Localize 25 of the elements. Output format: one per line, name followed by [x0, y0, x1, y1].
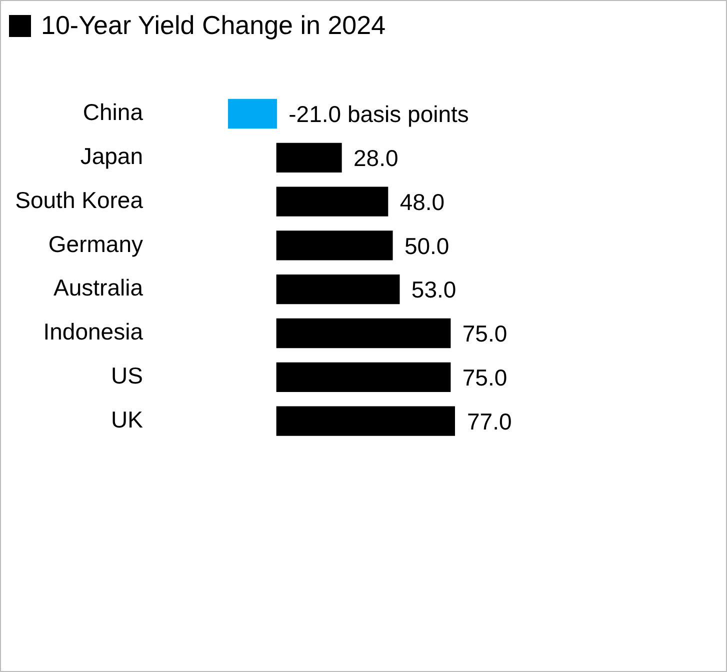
bar — [276, 406, 455, 436]
y-tick-label: UK — [111, 406, 144, 432]
y-tick-label: Japan — [80, 142, 143, 169]
y-tick-label: US — [111, 362, 143, 388]
data-label: 53.0 — [411, 276, 456, 303]
bar — [228, 98, 277, 129]
bar — [276, 142, 342, 172]
bar — [276, 230, 393, 260]
data-label: 28.0 — [354, 144, 398, 171]
bar — [276, 362, 451, 392]
y-tick-label: China — [82, 99, 144, 126]
data-label: 75.0 — [462, 320, 508, 347]
data-label: 77.0 — [467, 408, 512, 434]
y-tick-label: Australia — [54, 274, 144, 301]
bar — [276, 274, 400, 304]
legend-label: 10-Year Yield Change in 2024 — [41, 10, 386, 41]
data-label: 75.0 — [462, 364, 508, 390]
bar — [276, 318, 451, 348]
y-tick-label: Germany — [48, 230, 144, 257]
bar — [276, 186, 388, 216]
y-tick-label: Indonesia — [43, 318, 144, 345]
data-label: 48.0 — [400, 188, 445, 215]
data-label: 50.0 — [404, 232, 450, 259]
y-tick-label: South Korea — [15, 186, 144, 213]
data-label: -21.0 basis points — [288, 101, 469, 128]
